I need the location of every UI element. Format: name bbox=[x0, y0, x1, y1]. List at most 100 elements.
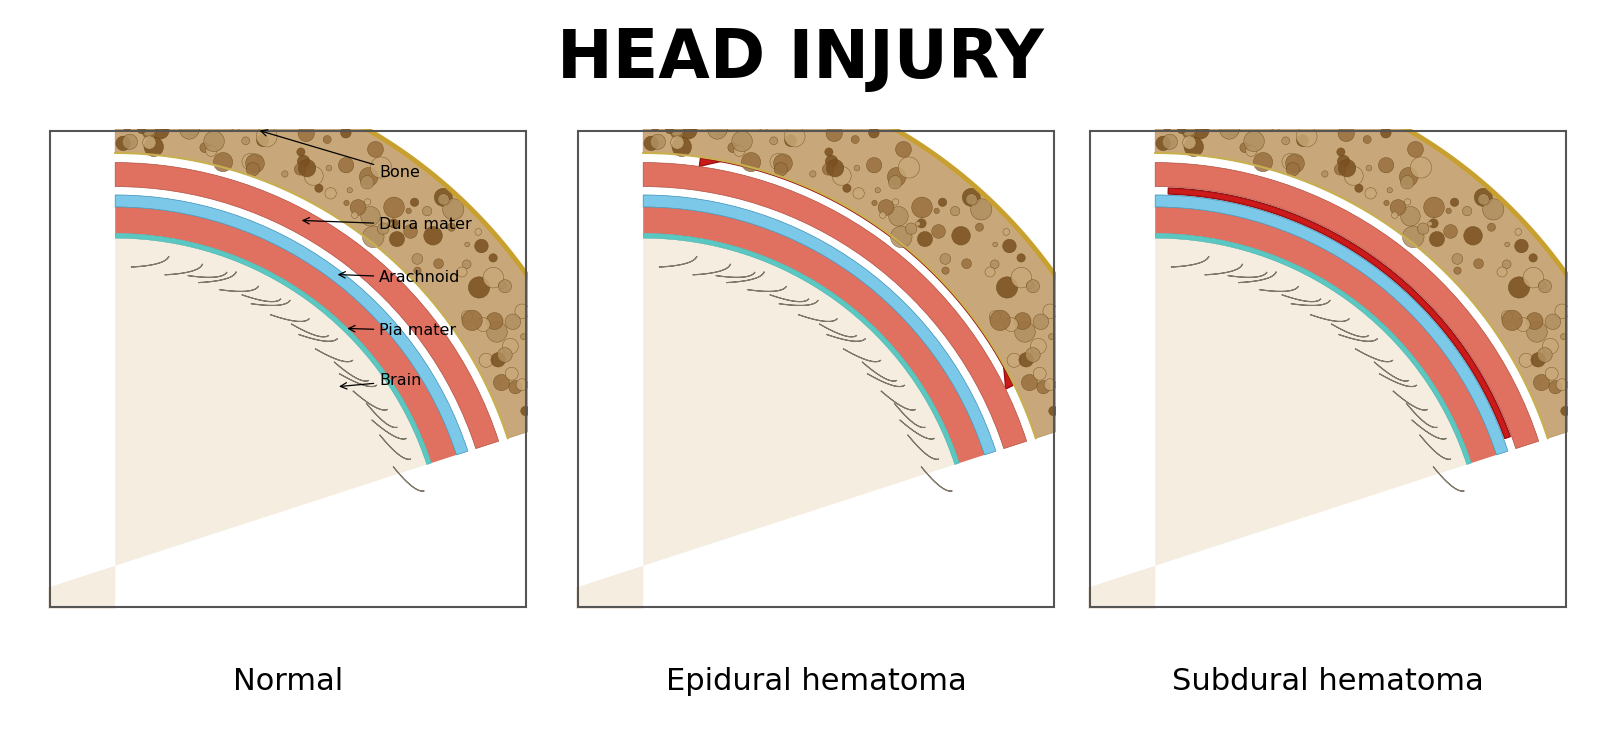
Circle shape bbox=[171, 89, 182, 101]
Text: HEAD INJURY: HEAD INJURY bbox=[557, 26, 1043, 93]
Circle shape bbox=[1176, 114, 1184, 121]
Text: ID 309756991 © Designua: ID 309756991 © Designua bbox=[1363, 714, 1568, 728]
Circle shape bbox=[434, 188, 453, 206]
Circle shape bbox=[443, 199, 464, 220]
Circle shape bbox=[1027, 282, 1034, 289]
Polygon shape bbox=[1355, 349, 1394, 361]
Text: dreamstime.com: dreamstime.com bbox=[32, 714, 162, 728]
Polygon shape bbox=[907, 434, 939, 459]
Circle shape bbox=[549, 396, 563, 409]
Circle shape bbox=[1555, 304, 1570, 319]
Polygon shape bbox=[1352, 331, 1371, 334]
Circle shape bbox=[1227, 124, 1240, 136]
Circle shape bbox=[1526, 312, 1542, 330]
Circle shape bbox=[1178, 125, 1186, 134]
Circle shape bbox=[888, 167, 906, 186]
Circle shape bbox=[1392, 212, 1398, 218]
Circle shape bbox=[962, 188, 981, 206]
Circle shape bbox=[1538, 279, 1552, 293]
Circle shape bbox=[1446, 208, 1451, 214]
Polygon shape bbox=[819, 324, 858, 337]
Circle shape bbox=[157, 114, 173, 130]
Polygon shape bbox=[934, 471, 949, 483]
Circle shape bbox=[746, 83, 758, 96]
Polygon shape bbox=[315, 349, 354, 361]
Circle shape bbox=[554, 404, 562, 412]
Polygon shape bbox=[747, 286, 787, 291]
Circle shape bbox=[325, 187, 336, 199]
Circle shape bbox=[664, 114, 672, 121]
Circle shape bbox=[138, 125, 146, 134]
Circle shape bbox=[992, 242, 997, 247]
Circle shape bbox=[502, 338, 518, 354]
Circle shape bbox=[384, 197, 405, 218]
Circle shape bbox=[1478, 194, 1490, 205]
Polygon shape bbox=[834, 322, 851, 330]
Circle shape bbox=[115, 136, 131, 151]
Circle shape bbox=[462, 260, 470, 269]
Circle shape bbox=[773, 154, 792, 172]
Circle shape bbox=[352, 212, 358, 218]
Circle shape bbox=[650, 134, 666, 149]
Polygon shape bbox=[728, 268, 747, 270]
Polygon shape bbox=[379, 407, 394, 419]
Circle shape bbox=[134, 69, 146, 81]
Circle shape bbox=[1026, 348, 1040, 362]
Circle shape bbox=[1030, 338, 1046, 354]
Polygon shape bbox=[1419, 434, 1451, 459]
Circle shape bbox=[1504, 242, 1509, 247]
Circle shape bbox=[422, 206, 432, 216]
Polygon shape bbox=[726, 272, 765, 282]
Polygon shape bbox=[715, 272, 755, 277]
Circle shape bbox=[1515, 239, 1528, 253]
Circle shape bbox=[898, 157, 920, 178]
Polygon shape bbox=[1411, 420, 1446, 439]
Circle shape bbox=[858, 119, 864, 126]
Circle shape bbox=[368, 142, 384, 157]
Circle shape bbox=[1443, 224, 1458, 238]
Circle shape bbox=[931, 224, 946, 238]
Circle shape bbox=[326, 165, 331, 171]
Circle shape bbox=[483, 267, 504, 288]
Polygon shape bbox=[1238, 272, 1277, 282]
Circle shape bbox=[174, 111, 187, 123]
Text: Subdural hematoma: Subdural hematoma bbox=[1173, 667, 1483, 696]
Circle shape bbox=[192, 75, 200, 82]
Circle shape bbox=[203, 131, 224, 151]
Circle shape bbox=[1509, 277, 1530, 298]
Circle shape bbox=[213, 153, 232, 172]
Polygon shape bbox=[1394, 391, 1427, 410]
Circle shape bbox=[888, 206, 909, 226]
Polygon shape bbox=[330, 347, 347, 355]
Circle shape bbox=[1581, 325, 1594, 339]
Circle shape bbox=[1502, 260, 1510, 269]
Circle shape bbox=[1454, 267, 1461, 274]
Circle shape bbox=[1403, 226, 1424, 248]
Circle shape bbox=[498, 348, 512, 362]
Polygon shape bbox=[1419, 407, 1434, 419]
Polygon shape bbox=[347, 363, 365, 373]
Circle shape bbox=[741, 153, 760, 172]
Circle shape bbox=[461, 311, 472, 322]
Polygon shape bbox=[779, 300, 818, 306]
Circle shape bbox=[189, 123, 194, 127]
Circle shape bbox=[493, 374, 510, 391]
Polygon shape bbox=[922, 438, 936, 451]
Circle shape bbox=[1182, 125, 1197, 139]
Circle shape bbox=[478, 353, 493, 367]
Circle shape bbox=[893, 199, 899, 206]
Wedge shape bbox=[115, 195, 467, 455]
Polygon shape bbox=[738, 270, 755, 274]
Text: Dura mater: Dura mater bbox=[302, 218, 472, 233]
Polygon shape bbox=[1426, 421, 1442, 431]
Circle shape bbox=[1557, 379, 1568, 391]
Polygon shape bbox=[1250, 270, 1267, 274]
Circle shape bbox=[1250, 75, 1266, 91]
Circle shape bbox=[1034, 314, 1048, 330]
Circle shape bbox=[520, 407, 530, 416]
Circle shape bbox=[149, 99, 158, 108]
Circle shape bbox=[520, 334, 526, 340]
Circle shape bbox=[566, 376, 579, 391]
Circle shape bbox=[1390, 200, 1406, 215]
Wedge shape bbox=[530, 238, 955, 686]
